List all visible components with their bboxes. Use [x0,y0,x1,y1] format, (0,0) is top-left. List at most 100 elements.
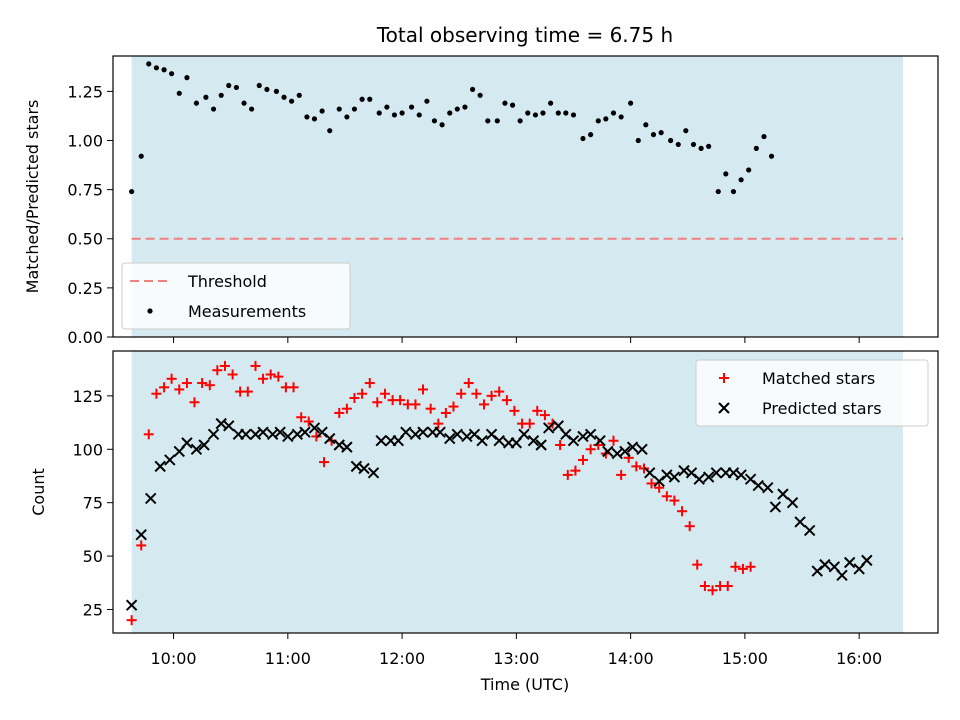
data-point [616,469,627,480]
data-point [602,445,614,458]
y-tick-label: 1.00 [67,131,103,150]
data-point [603,116,609,122]
data-point [311,116,318,122]
data-point [532,405,543,416]
data-point [527,435,540,447]
data-point [746,167,752,173]
data-point [454,106,460,112]
data-point [761,133,767,140]
data-point [358,462,370,475]
data-point [241,100,247,106]
legend-label: Predicted stars [762,399,882,418]
data-point [143,429,154,440]
data-point [375,435,387,447]
data-point [501,395,512,406]
data-point [706,143,712,149]
data-point [542,422,555,434]
data-point [176,90,182,96]
legend-label: Threshold [187,272,267,291]
data-point [250,360,261,371]
data-point [567,435,580,447]
data-point [777,488,789,500]
series-dot [129,61,775,195]
data-point [154,460,166,473]
data-point [636,443,648,455]
data-point [469,86,476,93]
data-point [153,65,160,71]
ratio-panel: 0.00 0.25 0.50 0.75 1.00 1.25 Matched/Predicte… [23,55,939,347]
legend: Threshold Measurements [121,262,351,330]
x-tick-label: 10:00 [151,649,197,668]
data-point [319,457,330,468]
y-axis-label: Matched/Predicted stars [23,100,42,294]
data-point [610,110,617,116]
data-point [146,61,152,67]
y-axis-label: Count [29,468,48,516]
data-point [327,128,333,134]
data-point [555,440,566,450]
data-point [349,393,360,403]
data-point [456,388,467,399]
data-point [738,177,744,183]
y-tick-label: 0.50 [67,230,103,249]
data-point [668,471,681,483]
data-point [193,100,200,106]
data-point [494,386,505,397]
y-tick-label: 0.75 [67,181,103,200]
data-point [580,135,586,142]
legend-box [695,359,929,427]
data-point [129,188,135,195]
data-point [351,106,358,112]
data-point [752,479,764,492]
data-point [675,141,681,148]
data-point [485,118,491,124]
count-panel: 25 50 75 100 125 Count Matched stars Predicted … [29,350,939,639]
axes-frame [112,55,939,338]
data-point [282,430,294,443]
data-point [618,114,624,120]
data-point [417,426,429,438]
legend-swatch [719,373,729,383]
legend: Matched stars Predicted stars [695,359,929,427]
data-point [223,420,235,432]
data-point [135,529,147,541]
data-point [189,397,200,408]
x-tick-label: 13:00 [493,649,539,668]
data-point [518,428,530,441]
data-point [588,132,594,138]
data-point [198,439,210,451]
data-point [595,118,601,124]
data-point [836,569,848,582]
data-point [638,463,649,474]
data-point [399,110,405,116]
data-point [448,401,459,412]
data-point [477,92,483,98]
legend-box [121,262,351,330]
data-point [159,382,170,393]
data-point [303,416,314,427]
data-point [494,118,500,124]
data-point [210,106,217,112]
data-point [416,112,422,118]
data-point [730,188,737,195]
data-point [509,102,516,108]
data-point [753,145,759,151]
data-point [364,378,375,389]
data-point [535,439,547,451]
data-point [843,556,856,569]
data-point [462,104,468,110]
data-point [745,561,756,572]
y-tick-label: 100 [72,440,103,459]
legend-swatch [147,308,153,314]
data-point [395,395,406,406]
data-point [439,122,445,128]
data-point [174,384,185,395]
data-point [391,112,398,118]
data-point [819,558,831,571]
data-point [594,435,606,447]
y-tick-label: 25 [83,601,103,620]
data-point [169,71,175,77]
data-point [698,145,704,151]
x-tick-label: 14:00 [608,649,654,668]
